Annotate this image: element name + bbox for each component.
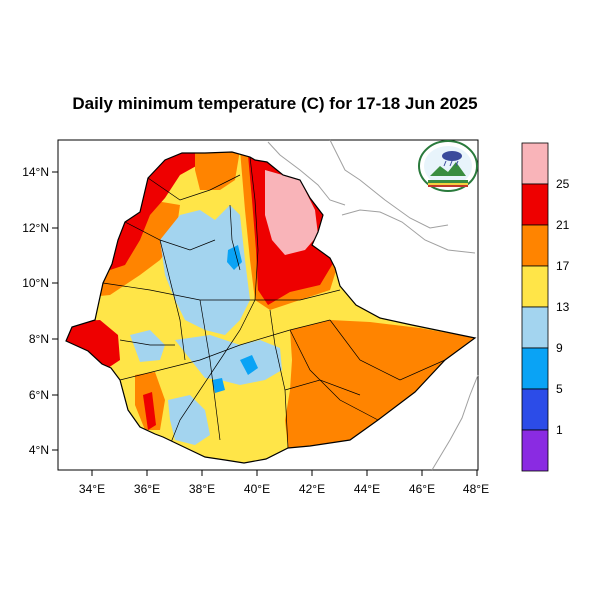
map-frame [57,139,479,471]
legend-label: 13 [556,300,570,314]
x-axis-labels: 34°E 36°E 38°E 40°E 42°E 44°E 46°E 48°E [79,482,489,496]
legend-swatch [521,265,549,308]
legend-label: 25 [556,177,570,191]
legend-swatch [521,347,549,390]
lat-tick-label: 6°N [29,388,49,402]
lat-tick-label: 4°N [29,443,49,457]
lon-tick-label: 34°E [79,482,105,496]
lon-tick-label: 44°E [354,482,380,496]
legend-swatch [521,142,549,185]
lon-tick-label: 48°E [463,482,489,496]
legend-swatch [521,429,549,472]
legend-label: 1 [556,423,563,437]
neighbor-borders [267,139,479,471]
legend-label: 5 [556,382,563,396]
y-axis-ticks [52,171,58,451]
temperature-fill [66,152,475,463]
lat-tick-label: 14°N [22,165,49,179]
lat-tick-label: 12°N [22,221,49,235]
lon-tick-label: 40°E [244,482,270,496]
legend-swatch [521,306,549,349]
lat-tick-label: 10°N [22,276,49,290]
lat-tick-label: 8°N [29,332,49,346]
legend-label: 17 [556,259,570,273]
lon-tick-label: 42°E [299,482,325,496]
zone-borders [102,156,446,449]
ethiopian-meteorology-institute-logo [418,140,478,192]
y-axis-labels: 4°N 6°N 8°N 10°N 12°N 14°N [22,165,49,457]
legend-swatch [521,224,549,267]
lon-tick-label: 46°E [409,482,435,496]
legend-label: 21 [556,218,570,232]
color-legend: 25 21 17 13 9 5 1 [521,142,570,472]
x-axis-ticks [91,470,478,476]
map-title: Daily minimum temperature (C) for 17-18 … [72,94,478,113]
legend-swatch [521,183,549,226]
legend-label: 9 [556,341,563,355]
lon-tick-label: 38°E [189,482,215,496]
lon-tick-label: 36°E [134,482,160,496]
legend-swatch [521,388,549,431]
